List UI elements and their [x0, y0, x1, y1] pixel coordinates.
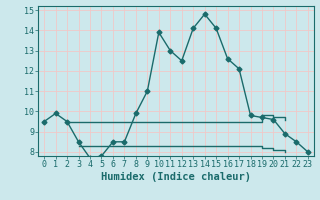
X-axis label: Humidex (Indice chaleur): Humidex (Indice chaleur): [101, 172, 251, 182]
